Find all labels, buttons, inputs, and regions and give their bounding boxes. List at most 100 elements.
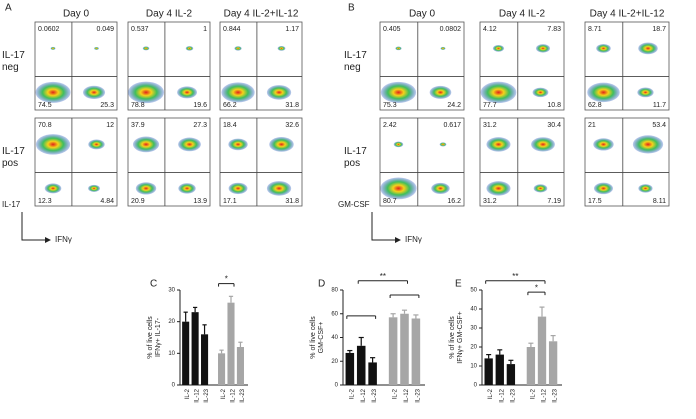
row-label: IL-17 pos: [344, 146, 367, 169]
quadrant-value: 74.5: [38, 102, 52, 109]
density-blob: [221, 82, 255, 103]
bar: [495, 354, 504, 385]
y-tick-label: 30: [168, 288, 175, 294]
y-axis-title: GM-CSF+: [318, 322, 325, 354]
density-blob: [380, 177, 417, 200]
bar: [548, 341, 558, 385]
axis-arrow: [371, 212, 401, 243]
flow-plot: 0.0602 0.049 74.5 25.3: [34, 21, 118, 111]
bar: [191, 312, 199, 385]
x-tick-label: IL-23: [204, 388, 210, 402]
quadrant-value: 11.7: [653, 102, 666, 109]
quadrant-value: 80.7: [383, 198, 397, 205]
density-blob: [94, 46, 99, 50]
axis-arrow: [21, 212, 51, 243]
bar: [356, 345, 366, 385]
quadrant-value: 19.6: [193, 102, 207, 109]
density-blob: [596, 44, 611, 53]
density-blob: [35, 81, 71, 103]
density-blob: [587, 82, 620, 103]
density-blob: [535, 44, 551, 53]
y-axis-title: % of live cells: [147, 316, 154, 359]
density-blob: [266, 85, 292, 100]
bar: [201, 334, 209, 385]
quadrant-value: 21: [588, 122, 596, 129]
column-header: Day 4 IL-2+IL-12: [590, 9, 665, 20]
quadrant-value: 2.42: [383, 122, 397, 129]
bar: [411, 318, 421, 385]
quadrant-value: 17.5: [588, 198, 602, 205]
quadrant-value: 78.8: [131, 102, 145, 109]
y-axis-label: GM-CSF: [338, 200, 370, 209]
x-tick-label: IL-12: [231, 388, 237, 402]
column-header: Day 0: [409, 9, 436, 20]
density-blob: [531, 137, 555, 152]
density-blob: [439, 142, 447, 147]
quadrant-value: 8.71: [588, 26, 602, 33]
density-blob: [480, 81, 517, 104]
quadrant-value: 66.2: [223, 102, 237, 109]
quadrant-value: 37.9: [131, 122, 145, 129]
x-tick-label: IL-23: [240, 388, 246, 402]
quadrant-value: 70.8: [38, 122, 52, 129]
flow-plot: 21 53.4 17.5 8.11: [584, 117, 670, 207]
x-tick-label: IL-2: [221, 388, 227, 399]
quadrant-value: 25.3: [100, 102, 114, 109]
bar: [506, 364, 516, 385]
density-blob: [431, 182, 450, 194]
y-tick-label: 0: [172, 383, 176, 389]
x-tick-label: IL-23: [415, 388, 421, 402]
significance: *: [535, 283, 538, 292]
quadrant-value: 13.9: [193, 198, 207, 205]
quadrant-value: 12.3: [38, 198, 52, 205]
quadrant-value: 0.844: [223, 26, 241, 33]
quadrant-value: 62.8: [588, 102, 602, 109]
y-axis-title: % of live cells: [310, 316, 317, 359]
y-tick-label: 10: [470, 364, 477, 370]
panel-label: E: [455, 279, 462, 290]
x-axis-label: IFNγ: [55, 235, 72, 244]
quadrant-value: 12: [106, 122, 114, 129]
y-axis-title: IFNγ+ IL-17-: [155, 317, 162, 357]
column-header: Day 4 IL-2: [146, 9, 193, 20]
bar: [484, 358, 493, 385]
bar: [526, 347, 536, 385]
quadrant-value: 32.6: [285, 122, 299, 129]
x-tick-label: IL-12: [499, 388, 505, 402]
quadrant-value: 0.617: [443, 122, 461, 129]
density-blob: [533, 184, 548, 193]
flow-plot: 4.12 7.83 77.7 10.8: [479, 21, 565, 111]
density-blob: [269, 137, 294, 152]
quadrant-value: 8.11: [653, 198, 666, 205]
flow-plot: 0.405 0.0802 75.3 24.2: [379, 21, 465, 111]
bar: [345, 352, 355, 385]
bar: [368, 362, 377, 385]
density-blob: [638, 42, 658, 55]
quadrant-value: 27.3: [193, 122, 207, 129]
quadrant-value: 31.8: [285, 198, 299, 205]
density-blob: [234, 46, 242, 51]
density-blob: [178, 183, 196, 194]
column-header: Day 4 IL-2+IL-12: [224, 9, 299, 20]
quadrant-value: 75.3: [383, 102, 397, 109]
x-tick-label: IL-12: [361, 388, 367, 402]
density-blob: [632, 135, 664, 154]
flow-plot: 70.8 12 12.3 4.84: [34, 117, 118, 207]
density-blob: [82, 85, 106, 100]
x-tick-label: IL-23: [553, 388, 559, 402]
density-blob: [35, 134, 71, 155]
bar: [182, 321, 190, 385]
x-tick-label: IL-12: [195, 388, 201, 402]
row-label: IL-17 pos: [2, 146, 25, 169]
x-tick-label: IL-12: [542, 388, 548, 402]
density-blob: [277, 46, 286, 51]
density-blob: [178, 137, 201, 152]
row-label: IL-17 neg: [2, 50, 25, 73]
quadrant-value: 1: [203, 26, 207, 33]
panel-label: A: [5, 3, 12, 14]
x-tick-label: IL-2: [488, 388, 494, 399]
flow-plot: 0.537 1 78.8 19.6: [127, 21, 211, 111]
quadrant-value: 18.4: [223, 122, 237, 129]
density-blob: [637, 87, 654, 98]
quadrant-value: 0.049: [96, 26, 114, 33]
